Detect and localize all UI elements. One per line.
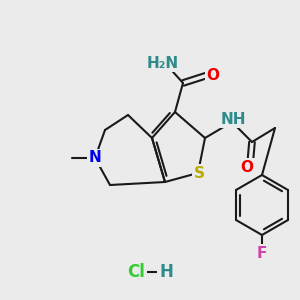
Text: F: F (257, 245, 267, 260)
Text: H: H (159, 263, 173, 281)
Text: NH: NH (220, 112, 246, 127)
Text: S: S (194, 166, 205, 181)
Text: Cl: Cl (127, 263, 145, 281)
Text: N: N (88, 151, 101, 166)
Text: H₂N: H₂N (147, 56, 179, 70)
Text: O: O (241, 160, 254, 175)
Text: O: O (206, 68, 220, 82)
